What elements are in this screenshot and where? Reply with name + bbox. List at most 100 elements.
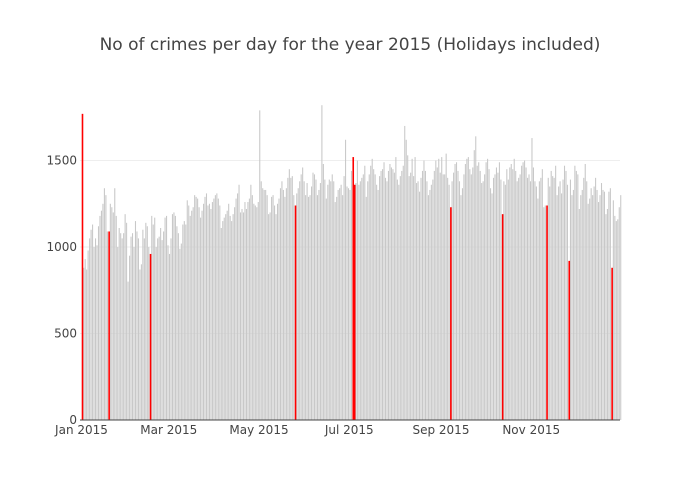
day-bar[interactable] — [189, 215, 191, 420]
day-bar[interactable] — [229, 215, 231, 420]
day-bar[interactable] — [577, 174, 579, 420]
day-bar[interactable] — [152, 224, 154, 420]
day-bar[interactable] — [472, 167, 474, 420]
day-bar[interactable] — [374, 174, 376, 420]
day-bar[interactable] — [100, 210, 102, 420]
day-bar[interactable] — [561, 193, 563, 420]
day-bar[interactable] — [140, 264, 142, 420]
day-bar[interactable] — [485, 162, 487, 420]
day-bar[interactable] — [263, 189, 265, 420]
day-bar[interactable] — [458, 181, 461, 420]
day-bar[interactable] — [448, 184, 450, 420]
day-bar[interactable] — [371, 158, 373, 420]
day-bar[interactable] — [590, 188, 592, 420]
day-bar[interactable] — [525, 167, 527, 420]
day-bar[interactable] — [430, 184, 432, 420]
day-bar[interactable] — [393, 172, 395, 420]
day-bar[interactable] — [207, 205, 209, 420]
day-bar[interactable] — [491, 193, 493, 420]
day-bar[interactable] — [131, 233, 134, 420]
day-bar[interactable] — [155, 247, 157, 420]
day-bar[interactable] — [232, 214, 234, 420]
day-bar[interactable] — [274, 205, 276, 420]
day-bar[interactable] — [574, 165, 576, 420]
day-bar[interactable] — [262, 188, 264, 420]
day-bar[interactable] — [608, 191, 610, 420]
day-bar[interactable] — [259, 110, 261, 420]
day-bar[interactable] — [464, 164, 466, 420]
day-bar[interactable] — [373, 169, 375, 420]
day-bar[interactable] — [555, 165, 557, 420]
day-bar[interactable] — [111, 207, 113, 420]
day-bar[interactable] — [603, 191, 605, 420]
day-bar[interactable] — [302, 167, 304, 420]
day-bar[interactable] — [164, 217, 166, 420]
day-bar[interactable] — [158, 236, 160, 420]
day-bar[interactable] — [581, 189, 583, 420]
day-bar[interactable] — [383, 162, 385, 420]
day-bar[interactable] — [438, 158, 440, 420]
holiday-bar[interactable] — [450, 207, 452, 420]
day-bar[interactable] — [157, 238, 159, 420]
day-bar[interactable] — [562, 179, 564, 420]
day-bar[interactable] — [313, 174, 316, 420]
day-bar[interactable] — [118, 228, 120, 420]
day-bar[interactable] — [522, 162, 524, 420]
day-bar[interactable] — [182, 224, 184, 420]
day-bar[interactable] — [197, 198, 199, 420]
day-bar[interactable] — [413, 176, 415, 420]
day-bar[interactable] — [436, 167, 438, 420]
day-bar[interactable] — [404, 125, 406, 420]
day-bar[interactable] — [93, 247, 95, 420]
day-bar[interactable] — [92, 224, 94, 420]
day-bar[interactable] — [308, 196, 310, 420]
day-bar[interactable] — [494, 174, 496, 420]
day-bar[interactable] — [476, 165, 478, 420]
day-bar[interactable] — [578, 208, 580, 420]
day-bar[interactable] — [445, 153, 447, 420]
day-bar[interactable] — [569, 179, 571, 420]
day-bar[interactable] — [504, 184, 506, 420]
day-bar[interactable] — [279, 188, 281, 420]
day-bar[interactable] — [173, 212, 175, 420]
day-bar[interactable] — [185, 224, 187, 420]
day-bar[interactable] — [154, 217, 156, 420]
day-bar[interactable] — [392, 169, 394, 420]
day-bar[interactable] — [433, 170, 435, 420]
day-bar[interactable] — [376, 184, 378, 420]
day-bar[interactable] — [319, 183, 321, 420]
day-bar[interactable] — [171, 214, 173, 420]
day-bar[interactable] — [516, 181, 518, 420]
day-bar[interactable] — [583, 177, 585, 420]
day-bar[interactable] — [528, 174, 530, 420]
day-bar[interactable] — [269, 212, 271, 420]
day-bar[interactable] — [324, 179, 326, 420]
day-bar[interactable] — [204, 196, 206, 420]
day-bar[interactable] — [379, 176, 381, 420]
day-bar[interactable] — [188, 205, 190, 420]
day-bar[interactable] — [453, 172, 455, 420]
day-bar[interactable] — [200, 217, 202, 420]
day-bar[interactable] — [407, 155, 409, 420]
day-bar[interactable] — [291, 176, 293, 420]
holiday-bar[interactable] — [81, 113, 84, 420]
day-bar[interactable] — [498, 162, 500, 420]
day-bar[interactable] — [160, 228, 162, 420]
day-bar[interactable] — [203, 203, 205, 420]
holiday-bar[interactable] — [294, 205, 297, 420]
day-bar[interactable] — [142, 229, 144, 420]
day-bar[interactable] — [239, 212, 242, 420]
day-bar[interactable] — [544, 205, 546, 420]
day-bar[interactable] — [103, 188, 105, 420]
day-bar[interactable] — [487, 158, 489, 420]
day-bar[interactable] — [305, 195, 307, 420]
day-bar[interactable] — [337, 189, 339, 420]
day-bar[interactable] — [237, 193, 239, 420]
day-bar[interactable] — [347, 188, 350, 420]
day-bar[interactable] — [475, 136, 477, 420]
day-bar[interactable] — [143, 238, 145, 420]
day-bar[interactable] — [256, 207, 258, 420]
day-bar[interactable] — [614, 215, 616, 420]
day-bar[interactable] — [612, 200, 614, 420]
day-bar[interactable] — [377, 189, 379, 420]
